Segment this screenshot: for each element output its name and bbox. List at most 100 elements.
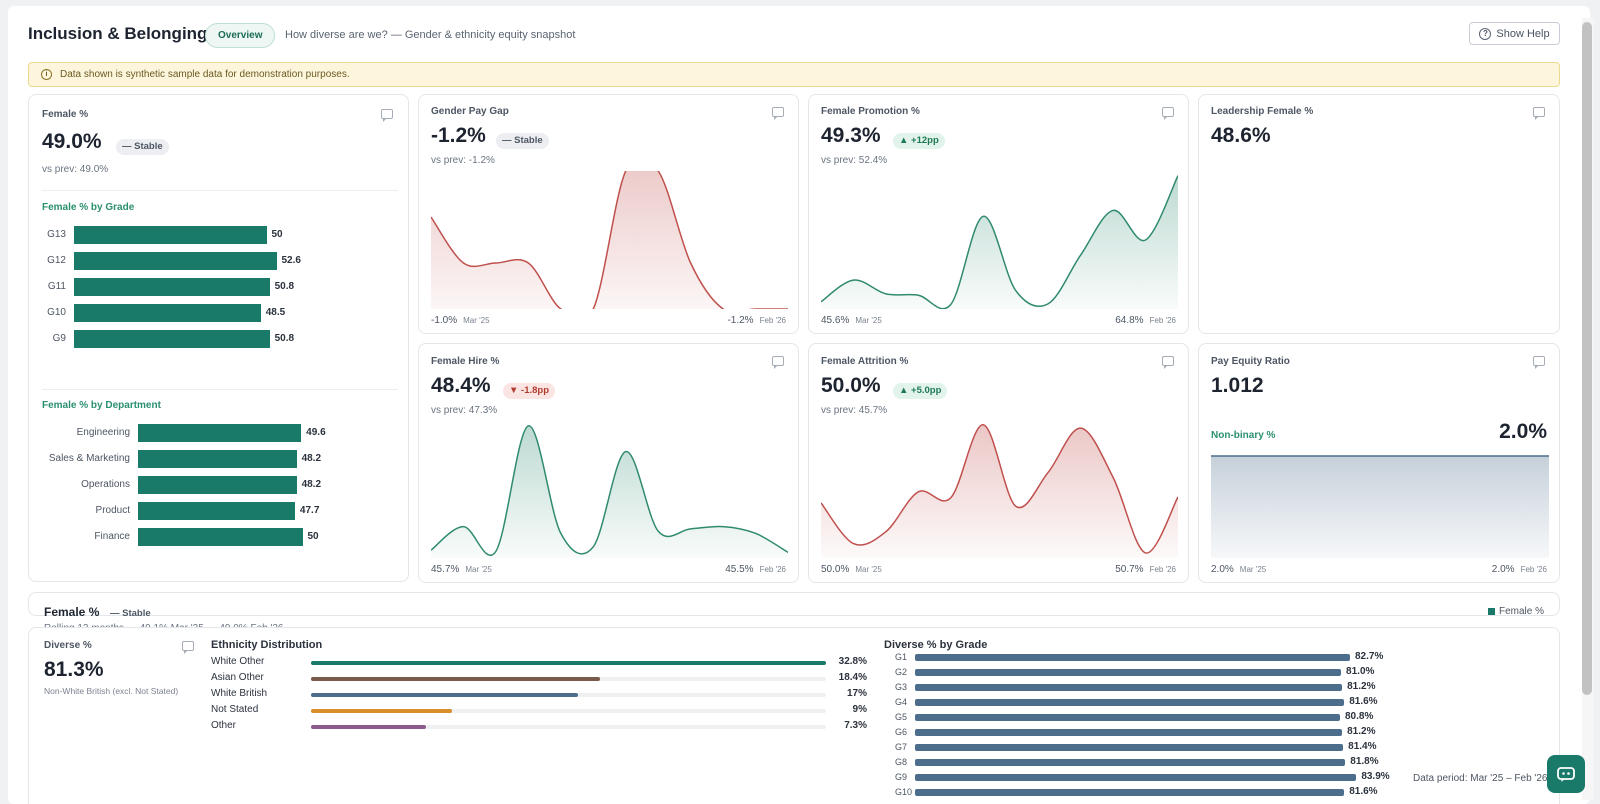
kpi-card-pay-gap: Gender Pay Gap -1.2% — Stable vs prev: -…	[418, 94, 799, 334]
diverse-grade-label: G3	[895, 682, 908, 692]
grade-label: G13	[47, 229, 66, 240]
grade-value: 48.5	[265, 307, 286, 318]
kpi-value: 1.012	[1211, 374, 1264, 397]
female-trend-panel	[28, 592, 1560, 616]
ethnicity-value: 17%	[846, 688, 867, 699]
kpi-label: Female Hire %	[431, 356, 500, 367]
diverse-grade-label: G6	[895, 727, 908, 737]
kpi-label: Female Promotion %	[821, 106, 920, 117]
attrition-sparkline	[821, 424, 1178, 558]
department-value: 50	[307, 531, 319, 542]
diverse-note: Non-White British (excl. Not Stated)	[44, 686, 179, 696]
department-bar	[138, 476, 297, 494]
department-label: Finance	[94, 531, 130, 542]
grade-value: 50.8	[274, 333, 295, 344]
diverse-grade-label: G1	[895, 652, 908, 662]
chat-assistant-button[interactable]	[1547, 755, 1585, 793]
sparkline-line	[431, 171, 788, 309]
grade-bar	[74, 226, 267, 244]
sparkline-end: 50.7% Feb '26	[1115, 564, 1176, 575]
help-icon: ?	[1479, 27, 1492, 40]
kpi-value: 48.6%	[1211, 124, 1271, 147]
diverse-grade-bar	[915, 669, 1342, 676]
show-help-button[interactable]: ? Show Help	[1469, 22, 1560, 45]
sparkline-area	[821, 424, 1178, 558]
grade-bar	[74, 330, 270, 348]
diverse-grade-value: 81.4%	[1348, 741, 1377, 752]
diverse-grade-label: G5	[895, 712, 908, 722]
comment-icon[interactable]	[182, 641, 194, 654]
sparkline-start: 45.6% Mar '25	[821, 315, 882, 326]
trend-badge: ▲ +5.0pp	[893, 383, 948, 399]
ethnicity-track	[311, 725, 826, 729]
grade-value: 52.6	[281, 255, 301, 266]
non-binary-value: 2.0%	[1499, 420, 1547, 443]
ethnicity-title: Ethnicity Distribution	[211, 639, 323, 651]
kpi-value: 50.0%	[821, 374, 881, 397]
trend-badge: ▼ -1.8pp	[503, 383, 556, 399]
kpi-label: Pay Equity Ratio	[1211, 356, 1290, 367]
diverse-grade-bar	[915, 759, 1346, 766]
kpi-card-leadership: Leadership Female % 48.6%	[1198, 94, 1560, 334]
diverse-grade-value: 81.2%	[1347, 681, 1376, 692]
kpi-prev: vs prev: -1.2%	[431, 155, 495, 166]
grade-bar	[74, 304, 261, 322]
grade-value: 50.8	[274, 281, 295, 292]
sparkline-line	[821, 424, 1178, 554]
ethnicity-label: White Other	[211, 656, 265, 667]
diverse-grade-label: G4	[895, 697, 908, 707]
department-bar	[138, 424, 302, 442]
comment-icon[interactable]	[381, 109, 393, 122]
sparkline-start: -1.0% Mar '25	[431, 315, 490, 326]
sparkline-end: 2.0% Feb '26	[1491, 564, 1547, 575]
diverse-grade-value: 81.6%	[1349, 696, 1378, 707]
comment-icon[interactable]	[1162, 107, 1174, 120]
sparkline-end: -1.2% Feb '26	[727, 315, 786, 326]
sparkline-line	[821, 175, 1178, 309]
kpi-value: 49.0%	[42, 130, 102, 153]
grade-section-title: Female % by Grade	[42, 202, 135, 213]
department-label: Product	[95, 505, 130, 516]
kpi-prev: vs prev: 52.4%	[821, 155, 888, 166]
trend-badge: — Stable	[116, 139, 169, 155]
diverse-grade-label: G8	[895, 757, 908, 767]
ethnicity-label: White British	[211, 688, 268, 699]
diverse-grade-bar	[915, 744, 1344, 751]
grade-label: G11	[47, 281, 66, 292]
comment-icon[interactable]	[772, 356, 784, 369]
diversity-panel: Diverse % 81.3% Non-White British (excl.…	[28, 627, 1560, 804]
comment-icon[interactable]	[1533, 107, 1545, 120]
show-help-label: Show Help	[1496, 27, 1550, 40]
promotion-sparkline	[821, 175, 1178, 309]
ethnicity-bar	[311, 725, 426, 729]
divider	[42, 190, 398, 191]
ethnicity-bar	[311, 661, 826, 665]
department-label: Engineering	[76, 427, 130, 438]
tab-overview[interactable]: Overview	[205, 23, 276, 48]
diverse-grade-value: 81.0%	[1346, 666, 1375, 677]
department-bar	[138, 450, 297, 468]
sparkline-end: 45.5% Feb '26	[725, 564, 786, 575]
kpi-card-hire: Female Hire % 48.4% ▼ -1.8pp vs prev: 47…	[418, 343, 799, 583]
diverse-value: 81.3%	[44, 658, 104, 681]
diverse-grade-bar	[915, 729, 1343, 736]
diverse-grade-label: G7	[895, 742, 908, 752]
department-value: 48.2	[301, 479, 322, 490]
sparkline-start: 50.0% Mar '25	[821, 564, 882, 575]
diverse-grade-bar	[915, 654, 1350, 661]
diverse-grade-value: 82.7%	[1355, 651, 1384, 662]
department-label: Operations	[81, 479, 130, 490]
kpi-value: 49.3%	[821, 124, 881, 147]
comment-icon[interactable]	[772, 107, 784, 120]
ethnicity-value: 32.8%	[838, 656, 867, 667]
diverse-grade-label: G2	[895, 667, 908, 677]
diverse-grade-value: 81.2%	[1347, 726, 1376, 737]
sparkline-area	[431, 425, 788, 558]
comment-icon[interactable]	[1162, 356, 1174, 369]
trend-badge: — Stable	[496, 133, 549, 149]
comment-icon[interactable]	[1533, 356, 1545, 369]
diverse-grade-bar	[915, 684, 1343, 691]
page-title: Inclusion & Belonging	[28, 24, 208, 43]
scrollbar-thumb[interactable]	[1582, 22, 1592, 695]
info-icon: i	[41, 69, 52, 80]
